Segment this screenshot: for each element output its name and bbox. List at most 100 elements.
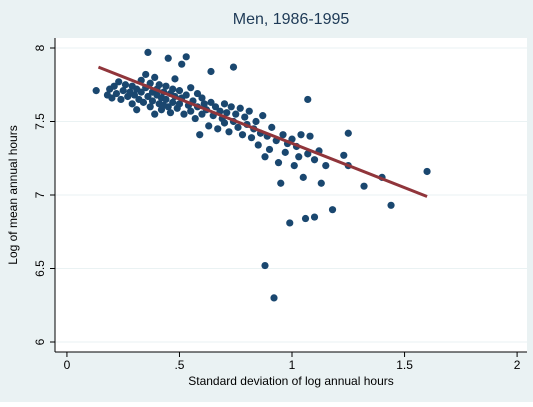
x-tick-label: 1	[289, 358, 296, 372]
point	[238, 131, 247, 139]
point	[175, 87, 184, 95]
point	[196, 131, 204, 139]
point	[162, 95, 170, 104]
point	[205, 122, 213, 130]
point	[187, 84, 195, 92]
point	[304, 150, 312, 158]
fit-line	[97, 65, 428, 198]
point	[261, 153, 269, 161]
point	[151, 73, 159, 81]
point	[317, 179, 325, 187]
point	[297, 131, 305, 139]
point	[110, 82, 118, 90]
point	[142, 70, 150, 79]
point	[306, 132, 314, 140]
point	[236, 104, 244, 112]
point	[182, 53, 190, 61]
point	[191, 114, 199, 123]
point	[121, 81, 130, 89]
point	[169, 98, 177, 106]
point	[198, 94, 206, 102]
point	[146, 79, 154, 87]
point	[214, 125, 222, 133]
y-axis-title: Log of mean annual hours	[6, 125, 20, 264]
point	[115, 78, 123, 86]
point	[207, 67, 215, 76]
point	[108, 94, 116, 102]
point	[171, 75, 179, 83]
point	[281, 148, 289, 156]
point	[261, 261, 269, 270]
point	[164, 103, 172, 111]
chart-title: Men, 1986-1995	[233, 11, 350, 28]
point	[166, 109, 175, 117]
x-tick-label: 0	[64, 358, 71, 372]
point	[137, 88, 145, 96]
point	[328, 206, 337, 214]
point	[187, 107, 195, 115]
point	[310, 213, 319, 221]
point	[117, 95, 125, 104]
point	[268, 123, 276, 131]
x-axis-title: Standard deviation of log annual hours	[188, 374, 393, 388]
point	[225, 128, 233, 136]
point	[133, 106, 141, 114]
point	[277, 179, 285, 187]
point	[220, 100, 229, 108]
point	[146, 103, 154, 111]
point	[139, 98, 148, 106]
point	[270, 294, 278, 302]
point	[164, 54, 172, 62]
y-tick-label: 8	[33, 44, 47, 51]
point	[193, 89, 202, 98]
point	[234, 123, 242, 131]
point	[252, 117, 260, 126]
point	[229, 63, 238, 71]
point	[92, 87, 100, 95]
point	[245, 107, 253, 115]
point	[128, 100, 136, 108]
point	[148, 97, 157, 105]
point	[178, 60, 186, 68]
point	[301, 214, 310, 223]
y-tick-label: 7.5	[33, 113, 47, 130]
point	[286, 219, 294, 227]
point	[288, 135, 296, 143]
x-tick-label: .5	[174, 358, 184, 372]
point	[223, 109, 231, 117]
x-tick-label: 1.5	[396, 358, 413, 372]
point	[151, 110, 159, 118]
point	[169, 85, 177, 93]
point	[198, 110, 206, 118]
point	[290, 161, 298, 170]
y-tick-label: 6	[33, 338, 47, 345]
point	[112, 89, 121, 98]
y-tick-label: 6.5	[33, 260, 47, 277]
point	[259, 112, 267, 120]
point	[279, 131, 287, 139]
point	[360, 182, 368, 190]
point	[211, 103, 220, 111]
point	[175, 100, 184, 108]
point	[295, 153, 303, 161]
point	[200, 100, 208, 108]
point	[254, 141, 262, 149]
point	[340, 151, 348, 159]
point	[304, 95, 312, 104]
point	[241, 113, 249, 121]
x-tick-label: 2	[514, 358, 521, 372]
point	[232, 110, 240, 118]
point	[423, 167, 431, 176]
point	[220, 119, 229, 127]
point	[299, 173, 307, 181]
point	[119, 87, 127, 95]
point	[162, 82, 170, 90]
point	[274, 159, 283, 167]
point	[130, 91, 139, 99]
point	[207, 98, 215, 106]
y-tick-label: 7	[33, 191, 47, 198]
point	[155, 81, 163, 89]
point	[265, 145, 274, 154]
